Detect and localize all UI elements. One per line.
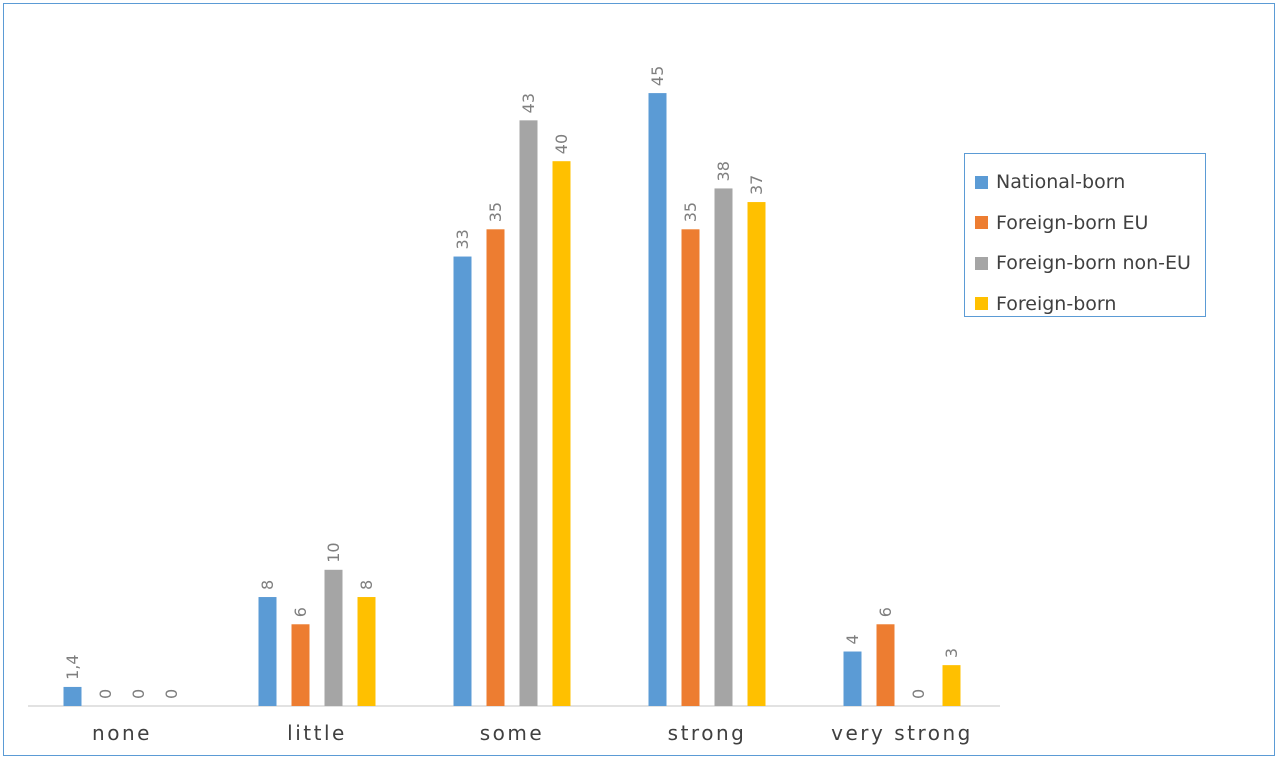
bar-2-0: [453, 256, 472, 706]
data-label-0-0: 1,4: [63, 654, 82, 679]
bar-4-3: [942, 665, 961, 706]
data-label-2-1: 35: [486, 202, 505, 222]
data-label-3-1: 35: [681, 202, 700, 222]
data-label-2-3: 40: [552, 134, 571, 154]
bars-group: [63, 93, 961, 707]
legend-item-3: Foreign-born: [965, 284, 1205, 325]
data-label-4-3: 3: [942, 648, 961, 658]
legend-label: Foreign-born non-EU: [996, 252, 1191, 275]
bar-2-2: [519, 120, 538, 707]
legend-swatch: [975, 175, 988, 189]
category-label-0: none: [92, 721, 152, 745]
legend-label: National-born: [996, 171, 1126, 194]
data-label-1-2: 10: [324, 542, 343, 562]
category-label-3: strong: [668, 721, 747, 745]
bar-1-3: [357, 597, 376, 706]
legend-label: Foreign-born EU: [996, 211, 1149, 234]
data-label-0-1: 0: [96, 689, 115, 699]
data-label-3-0: 45: [648, 66, 667, 86]
data-label-1-0: 8: [258, 580, 277, 590]
data-label-1-1: 6: [291, 607, 310, 617]
data-label-2-2: 43: [519, 93, 538, 113]
bar-4-0: [843, 651, 862, 706]
bar-0-0: [63, 686, 82, 706]
legend-swatch: [975, 297, 988, 311]
legend-label: Foreign-born: [996, 292, 1117, 315]
bar-2-1: [486, 229, 505, 707]
legend-item-2: Foreign-born non-EU: [965, 243, 1205, 284]
bar-1-2: [324, 569, 343, 706]
bar-2-3: [552, 161, 571, 706]
data-label-4-1: 6: [876, 607, 895, 617]
legend-item-0: National-born: [965, 162, 1205, 203]
data-label-4-2: 0: [909, 689, 928, 699]
bar-3-3: [747, 202, 766, 706]
data-labels-group: 1,4 0 0 0 8 6 10 8 33 35 43 40 45 35 38 37 4 6 0 3: [63, 66, 961, 699]
data-label-0-2: 0: [129, 689, 148, 699]
category-label-2: some: [480, 721, 544, 745]
data-label-1-3: 8: [357, 580, 376, 590]
category-labels-group: none little some strong very strong: [92, 721, 973, 745]
bar-1-0: [258, 597, 277, 706]
data-label-0-3: 0: [162, 689, 181, 699]
category-label-1: little: [287, 721, 347, 745]
chart-frame: [3, 3, 1275, 756]
legend-item-1: Foreign-born EU: [965, 203, 1205, 244]
data-label-3-2: 38: [714, 161, 733, 181]
legend: National-born Foreign-born EU Foreign-born…: [964, 153, 1206, 317]
category-label-4: very strong: [831, 721, 973, 745]
legend-swatch: [975, 256, 988, 270]
bar-4-1: [876, 624, 895, 706]
bar-3-2: [714, 188, 733, 706]
legend-swatch: [975, 216, 988, 230]
data-label-4-0: 4: [843, 634, 862, 644]
bar-3-0: [648, 93, 667, 707]
bar-3-1: [681, 229, 700, 707]
data-label-3-3: 37: [747, 175, 766, 195]
data-label-2-0: 33: [453, 229, 472, 249]
bar-1-1: [291, 624, 310, 706]
